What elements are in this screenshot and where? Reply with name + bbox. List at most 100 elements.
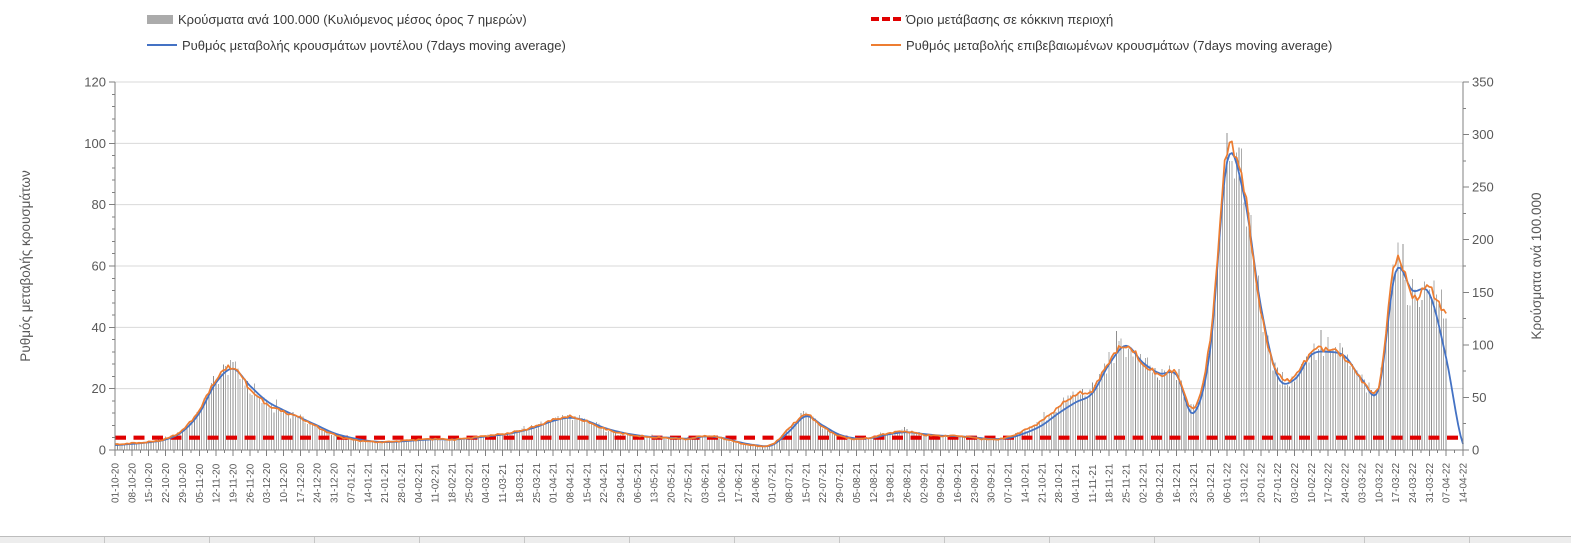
- chart-legend: Κρούσματα ανά 100.000 (Κυλιόμενος μέσος …: [0, 0, 1571, 60]
- svg-text:20: 20: [92, 381, 106, 396]
- svg-text:17-02-22: 17-02-22: [1324, 463, 1335, 503]
- svg-text:09-12-21: 09-12-21: [1155, 463, 1166, 503]
- svg-text:24-12-20: 24-12-20: [313, 463, 324, 503]
- svg-text:29-10-20: 29-10-20: [178, 463, 189, 503]
- line-swatch-icon: [147, 43, 177, 47]
- svg-text:21-10-21: 21-10-21: [1037, 463, 1048, 503]
- svg-text:24-02-22: 24-02-22: [1341, 463, 1352, 503]
- svg-text:0: 0: [1472, 443, 1479, 458]
- svg-text:05-11-20: 05-11-20: [195, 463, 206, 503]
- svg-text:100: 100: [84, 136, 106, 151]
- svg-text:29-04-21: 29-04-21: [616, 463, 627, 503]
- svg-text:04-11-21: 04-11-21: [1071, 463, 1082, 503]
- svg-text:40: 40: [92, 320, 106, 335]
- svg-text:01-10-20: 01-10-20: [111, 463, 122, 503]
- svg-text:100: 100: [1472, 337, 1494, 352]
- legend-item-threshold: Όριο μετάβασης σε κόκκινη περιοχή: [871, 10, 1113, 28]
- svg-text:04-03-21: 04-03-21: [481, 463, 492, 503]
- svg-text:20-01-22: 20-01-22: [1256, 463, 1267, 503]
- svg-text:11-02-21: 11-02-21: [431, 463, 442, 503]
- svg-text:250: 250: [1472, 180, 1494, 195]
- svg-text:16-09-21: 16-09-21: [953, 463, 964, 503]
- svg-text:03-02-22: 03-02-22: [1290, 463, 1301, 503]
- svg-text:03-12-20: 03-12-20: [262, 463, 273, 503]
- svg-text:0: 0: [99, 443, 106, 458]
- legend-label-cases-bars: Κρούσματα ανά 100.000 (Κυλιόμενος μέσος …: [178, 11, 527, 27]
- svg-text:22-10-20: 22-10-20: [161, 463, 172, 503]
- svg-text:10-12-20: 10-12-20: [279, 463, 290, 503]
- svg-text:13-01-22: 13-01-22: [1239, 463, 1250, 503]
- svg-text:15-04-21: 15-04-21: [582, 463, 593, 503]
- svg-text:11-03-21: 11-03-21: [498, 463, 509, 503]
- svg-text:03-03-22: 03-03-22: [1357, 463, 1368, 503]
- svg-text:01-04-21: 01-04-21: [549, 463, 560, 503]
- svg-text:50: 50: [1472, 390, 1486, 405]
- sheet-edge-strip: [0, 536, 1571, 543]
- svg-text:150: 150: [1472, 285, 1494, 300]
- svg-text:120: 120: [84, 75, 106, 90]
- svg-text:28-01-21: 28-01-21: [397, 463, 408, 503]
- svg-text:29-07-21: 29-07-21: [835, 463, 846, 503]
- svg-text:23-09-21: 23-09-21: [970, 463, 981, 503]
- svg-text:30-09-21: 30-09-21: [987, 463, 998, 503]
- svg-text:22-07-21: 22-07-21: [818, 463, 829, 503]
- svg-text:06-05-21: 06-05-21: [633, 463, 644, 503]
- svg-text:07-01-21: 07-01-21: [346, 463, 357, 503]
- svg-text:02-09-21: 02-09-21: [919, 463, 930, 503]
- svg-text:18-11-21: 18-11-21: [1105, 463, 1116, 503]
- svg-text:200: 200: [1472, 232, 1494, 247]
- svg-text:13-05-21: 13-05-21: [650, 463, 661, 503]
- svg-text:17-06-21: 17-06-21: [734, 463, 745, 503]
- svg-text:25-11-21: 25-11-21: [1122, 463, 1133, 503]
- svg-text:18-02-21: 18-02-21: [448, 463, 459, 503]
- line-swatch-icon: [871, 43, 901, 47]
- svg-text:17-12-20: 17-12-20: [296, 463, 307, 503]
- svg-text:28-10-21: 28-10-21: [1054, 463, 1065, 503]
- svg-text:15-10-20: 15-10-20: [144, 463, 155, 503]
- svg-text:07-10-21: 07-10-21: [1004, 463, 1015, 503]
- bar-swatch-icon: [147, 14, 173, 24]
- svg-text:27-01-22: 27-01-22: [1273, 463, 1284, 503]
- svg-text:08-04-21: 08-04-21: [565, 463, 576, 503]
- svg-text:26-08-21: 26-08-21: [902, 463, 913, 503]
- legend-label-model-line: Ρυθμός μεταβολής κρουσμάτων μοντέλου (7d…: [182, 37, 566, 53]
- svg-text:300: 300: [1472, 127, 1494, 142]
- svg-text:23-12-21: 23-12-21: [1189, 463, 1200, 503]
- svg-text:02-12-21: 02-12-21: [1138, 463, 1149, 503]
- svg-text:14-10-21: 14-10-21: [1020, 463, 1031, 503]
- svg-text:05-08-21: 05-08-21: [852, 463, 863, 503]
- svg-text:01-07-21: 01-07-21: [768, 463, 779, 503]
- svg-text:80: 80: [92, 197, 106, 212]
- dashed-line-swatch-icon: [871, 17, 901, 21]
- svg-text:60: 60: [92, 259, 106, 274]
- svg-text:26-11-20: 26-11-20: [245, 463, 256, 503]
- svg-text:17-03-22: 17-03-22: [1391, 463, 1402, 503]
- svg-text:30-12-21: 30-12-21: [1206, 463, 1217, 503]
- legend-label-confirmed-line: Ρυθμός μεταβολής επιβεβαιωμένων κρουσμάτ…: [906, 37, 1333, 53]
- svg-text:07-04-22: 07-04-22: [1442, 463, 1453, 503]
- svg-text:31-03-22: 31-03-22: [1425, 463, 1436, 503]
- svg-text:18-03-21: 18-03-21: [515, 463, 526, 503]
- svg-text:10-02-22: 10-02-22: [1307, 463, 1318, 503]
- svg-text:11-11-21: 11-11-21: [1088, 464, 1099, 503]
- svg-text:04-02-21: 04-02-21: [414, 463, 425, 503]
- svg-text:21-01-21: 21-01-21: [380, 463, 391, 503]
- legend-item-cases-bars: Κρούσματα ανά 100.000 (Κυλιόμενος μέσος …: [147, 10, 527, 28]
- svg-text:350: 350: [1472, 75, 1494, 90]
- svg-text:09-09-21: 09-09-21: [936, 463, 947, 503]
- svg-text:14-01-21: 14-01-21: [363, 463, 374, 503]
- right-axis-title: Κρούσματα ανά 100.000: [1529, 192, 1544, 339]
- svg-text:19-11-20: 19-11-20: [228, 463, 239, 503]
- left-axis-title: Ρυθμός μεταβολής κρουσμάτων: [18, 170, 33, 362]
- svg-text:03-06-21: 03-06-21: [700, 463, 711, 503]
- legend-item-confirmed-line: Ρυθμός μεταβολής επιβεβαιωμένων κρουσμάτ…: [871, 36, 1332, 54]
- svg-text:22-04-21: 22-04-21: [599, 463, 610, 503]
- svg-text:25-03-21: 25-03-21: [532, 463, 543, 503]
- svg-text:06-01-22: 06-01-22: [1223, 463, 1234, 503]
- svg-text:12-08-21: 12-08-21: [869, 463, 880, 503]
- svg-text:14-04-22: 14-04-22: [1459, 463, 1470, 503]
- legend-label-threshold: Όριο μετάβασης σε κόκκινη περιοχή: [906, 11, 1114, 27]
- legend-item-model-line: Ρυθμός μεταβολής κρουσμάτων μοντέλου (7d…: [147, 36, 566, 54]
- svg-text:08-10-20: 08-10-20: [127, 463, 138, 503]
